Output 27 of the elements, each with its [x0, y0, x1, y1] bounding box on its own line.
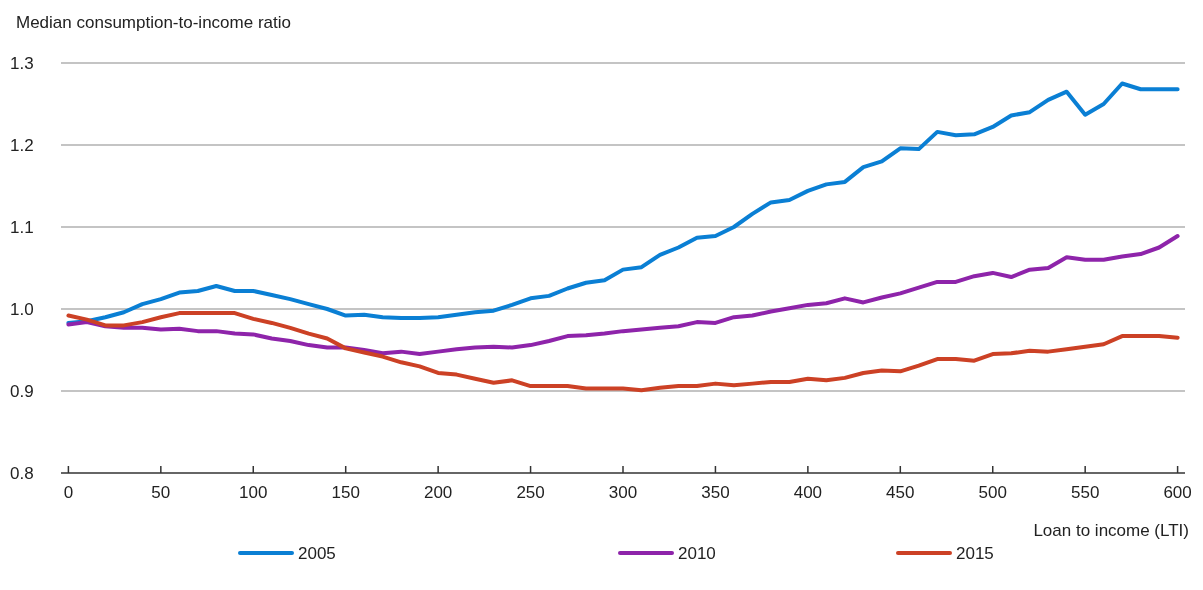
x-tick-label: 450 [886, 483, 915, 502]
x-axis-title: Loan to income (LTI) [1033, 521, 1189, 540]
x-tick-label: 350 [701, 483, 730, 502]
x-tick-label: 600 [1163, 483, 1192, 502]
line-series [66, 234, 1180, 357]
legend-label: 2010 [678, 544, 716, 563]
y-tick-label: 0.8 [10, 464, 34, 483]
x-tick-label: 50 [151, 483, 171, 502]
y-tick-label: 1.1 [10, 218, 34, 237]
line-series [66, 311, 1180, 393]
y-tick-label: 0.9 [10, 382, 34, 401]
x-tick-label: 200 [423, 483, 453, 502]
x-tick-label: 300 [608, 483, 638, 502]
y-tick-label: 1.3 [10, 54, 34, 73]
x-tick-label: 550 [1070, 483, 1100, 502]
x-tick-label: 400 [793, 483, 823, 502]
x-tick-label: 250 [516, 483, 545, 502]
x-tick-label: 100 [239, 483, 268, 502]
x-tick-label: 500 [978, 483, 1007, 502]
y-tick-label: 1.2 [10, 136, 34, 155]
legend-label: 2015 [956, 544, 994, 563]
x-tick-label: 150 [331, 483, 360, 502]
y-tick-label: 1.0 [10, 300, 34, 319]
y-axis-title: Median consumption-to-income ratio [16, 13, 291, 32]
line-series [66, 81, 1180, 325]
x-tick-label: 0 [63, 483, 74, 502]
legend-label: 2005 [298, 544, 336, 563]
